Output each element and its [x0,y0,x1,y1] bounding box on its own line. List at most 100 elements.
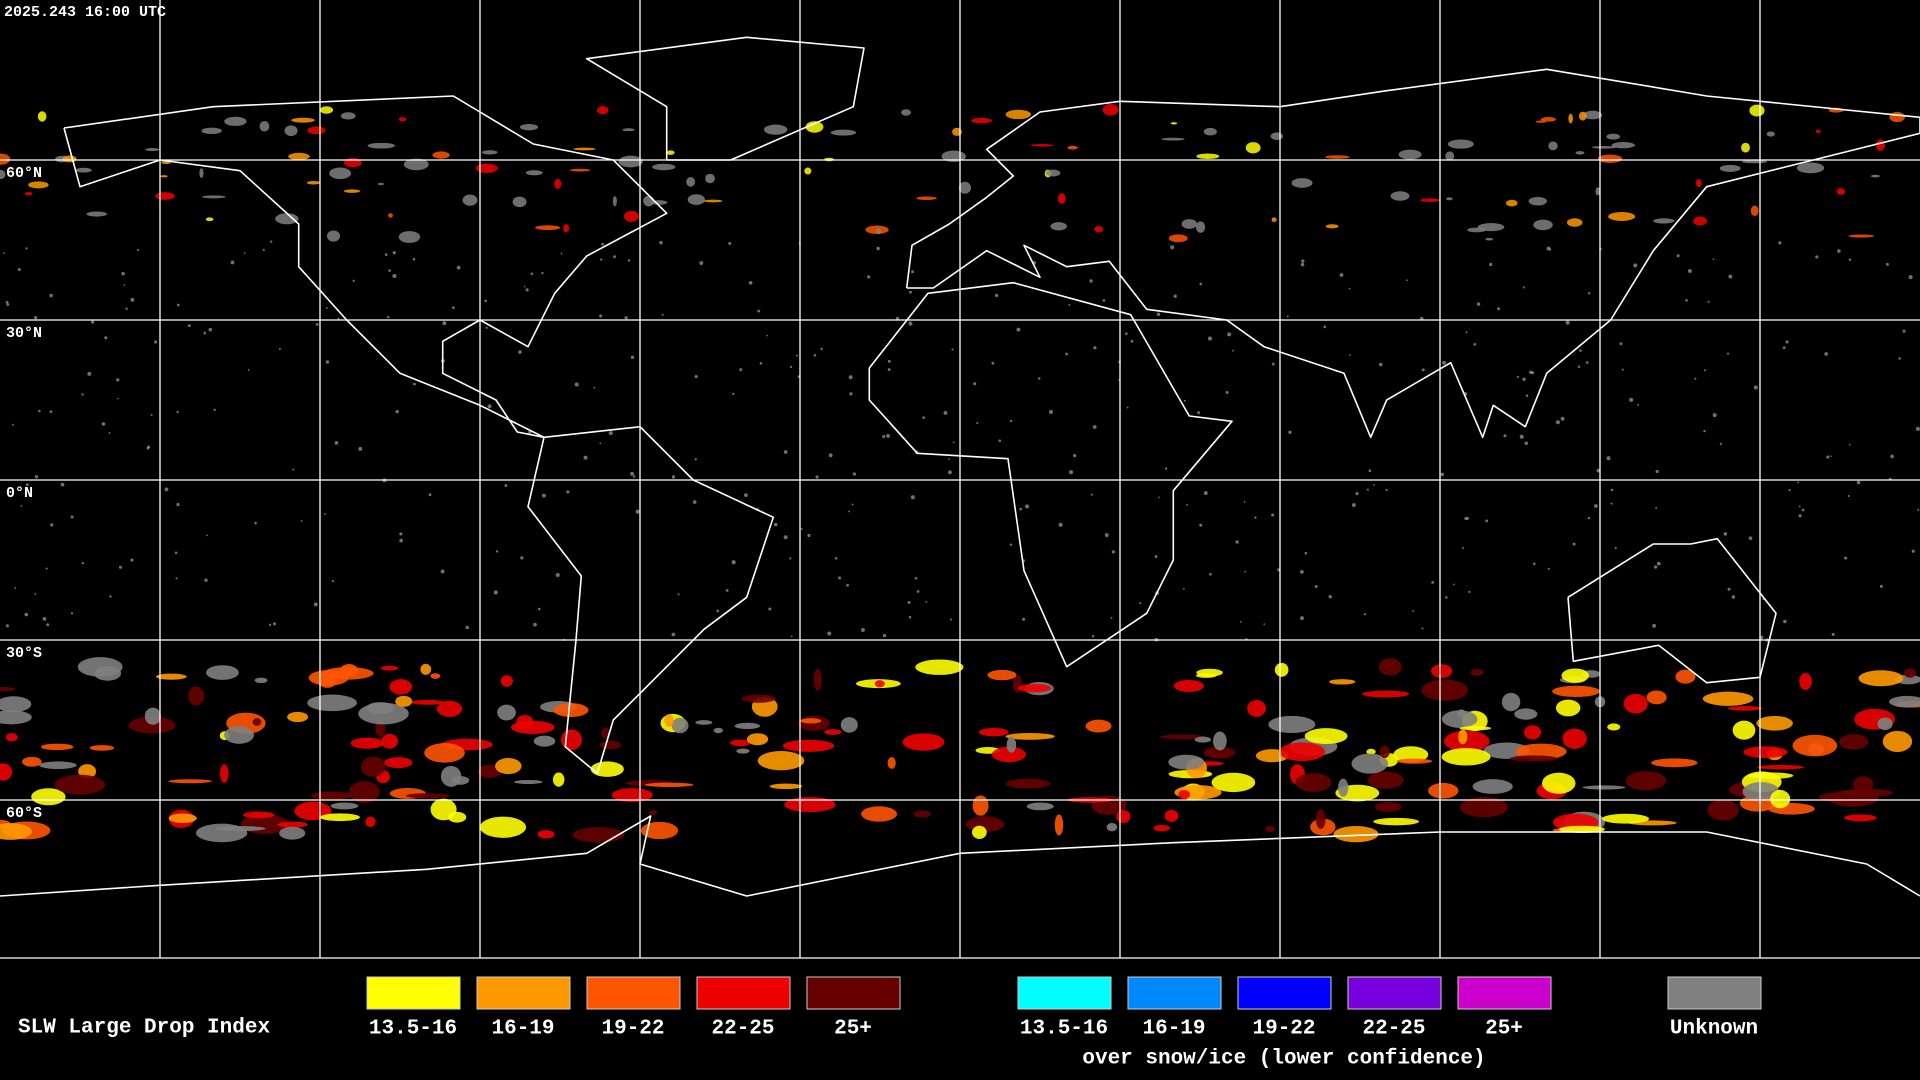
cloud-speck [991,361,995,365]
cloud-patch [1750,205,1759,217]
cloud-patch [326,230,341,242]
cloud-patch [1651,758,1698,768]
cloud-speck [1728,274,1733,279]
cloud-speck [1235,540,1239,544]
cloud-speck [46,623,50,627]
cloud-patch [1843,788,1894,798]
cloud-speck [1587,516,1591,520]
legend-swatch [366,976,461,1010]
cloud-patch [145,148,160,152]
cloud-speck [694,374,698,379]
cloud-speck [1154,555,1158,559]
cloud-speck [384,253,388,256]
cloud-speck [1503,434,1507,438]
cloud-speck [493,590,498,595]
cloud-patch [1844,814,1877,822]
cloud-patch [601,727,610,739]
cloud-speck [208,327,213,332]
cloud-speck [1125,332,1128,335]
cloud-speck [136,249,140,252]
cloud-speck [1421,368,1425,372]
cloud-speck [849,392,853,396]
cloud-patch [1420,198,1440,203]
cloud-patch [902,733,945,751]
cloud-patch [1743,746,1788,758]
cloud-patch [1268,715,1316,734]
cloud-speck [315,323,319,326]
cloud-speck [1856,480,1861,485]
cloud-speck [1531,371,1535,375]
cloud-speck [1525,394,1529,398]
cloud-patch [411,699,445,705]
cloud-speck [1089,279,1093,283]
cloud-speck [1485,519,1489,523]
cloud-patch [730,739,751,747]
cloud-speck [1694,377,1697,380]
cloud-patch [1459,726,1492,731]
cloud-speck [560,252,563,255]
cloud-speck [1890,454,1894,459]
cloud-speck [204,578,208,582]
cloud-patch [1757,764,1805,770]
cloud-patch [1006,736,1017,753]
cloud-patch [1875,139,1885,151]
cloud-patch [1470,668,1484,677]
cloud-speck [922,416,926,419]
cloud-patch [1295,773,1332,792]
cloud-speck [87,371,92,376]
cloud-speck [789,365,793,368]
cloud-patch [291,117,315,123]
cloud-speck [1911,549,1915,553]
cloud-speck [130,558,134,562]
cloud-speck [630,471,635,476]
cloud-speck [1555,420,1560,425]
cloud-speck [1830,455,1832,458]
cloud-speck [1186,503,1188,506]
cloud-patch [757,751,805,771]
cloud-speck [861,628,865,632]
cloud-speck [442,321,447,326]
cloud-patch [1270,132,1284,140]
cloud-patch [991,746,1026,763]
cloud-speck [661,313,664,316]
cloud-patch [516,715,534,730]
cloud-speck [34,592,37,595]
cloud-speck [608,431,613,436]
cloud-speck [42,616,47,621]
cloud-speck [1785,340,1789,344]
cloud-patch [430,673,441,679]
cloud-speck [613,255,616,259]
cloud-patch [1766,131,1775,137]
cloud-speck [313,602,318,607]
cloud-speck [976,422,979,425]
cloud-patch [1173,679,1204,692]
cloud-patch [782,739,835,752]
cloud-patch [971,117,992,124]
cloud-patch [1770,789,1791,809]
cloud-speck [1170,245,1175,250]
cloud-patch [913,810,932,818]
cloud-patch [705,173,715,184]
cloud-patch [424,743,465,763]
cloud-patch [1393,746,1429,763]
cloud-speck [949,618,952,621]
cloud-speck [487,404,492,409]
cloud-patch [746,733,769,746]
cloud-speck [1243,500,1246,503]
cloud-speck [1532,562,1536,566]
cloud-patch [24,192,33,196]
legend-label: 13.5-16 [1020,1018,1108,1041]
cloud-patch [1607,723,1621,731]
cloud-speck [1339,273,1344,277]
cloud-patch [805,121,824,133]
cloud-speck [1676,254,1680,258]
cloud-speck [1847,495,1850,497]
cloud-patch [1274,662,1289,677]
cloud-speck [1465,331,1468,334]
cloud-patch [537,829,555,839]
cloud-speck [1826,455,1830,459]
cloud-speck [395,409,399,414]
cloud-speck [925,600,928,603]
cloud-patch [1601,813,1650,824]
